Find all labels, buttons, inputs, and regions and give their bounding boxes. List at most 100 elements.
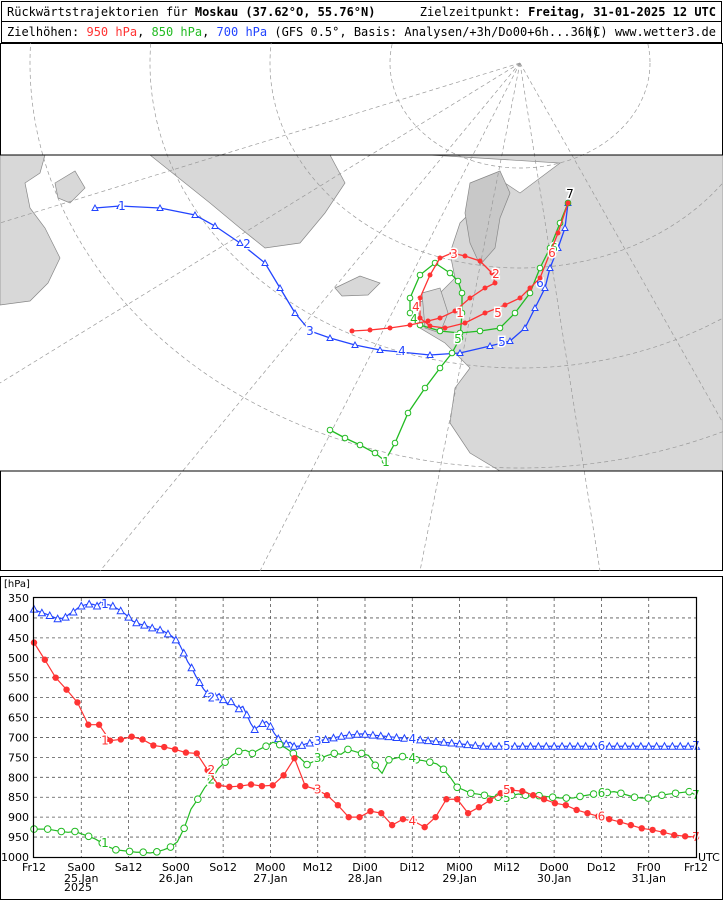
point-950 xyxy=(584,809,591,817)
map-point-700 xyxy=(291,308,299,316)
point-850 xyxy=(275,740,284,749)
x-date-label: 31.Jan xyxy=(631,872,665,885)
x-tick-label: Sa12 xyxy=(115,861,143,874)
point-850 xyxy=(562,794,571,802)
map-point-700 xyxy=(506,336,514,344)
series-day-label: 5 xyxy=(503,783,511,797)
map-point-850 xyxy=(404,409,412,417)
map-point-700 xyxy=(486,341,494,349)
point-700 xyxy=(108,601,118,610)
point-850 xyxy=(316,754,325,762)
point-700 xyxy=(431,736,441,745)
point-950 xyxy=(595,813,602,820)
map-point-850 xyxy=(448,349,456,357)
point-950 xyxy=(530,792,537,799)
point-700 xyxy=(534,741,543,750)
land-island-west xyxy=(54,170,86,204)
map-day-label: 4 xyxy=(410,312,418,326)
point-700 xyxy=(407,734,417,743)
point-700 xyxy=(234,704,244,713)
point-850 xyxy=(153,848,161,856)
series-day-label: 3 xyxy=(314,734,322,748)
series-day-label: 6 xyxy=(598,809,606,823)
map-point-950 xyxy=(555,230,561,236)
point-850 xyxy=(262,742,270,751)
x-date-label: 28.Jan xyxy=(348,872,382,885)
map-day-label: 5 xyxy=(454,332,462,346)
levels-info: Zielhöhen: 950 hPa, 850 hPa, 700 hPa (GF… xyxy=(7,25,600,39)
map-point-850 xyxy=(476,327,484,335)
point-700 xyxy=(92,601,102,610)
map-point-950 xyxy=(467,295,473,301)
point-700 xyxy=(281,739,291,748)
map-point-850 xyxy=(326,426,334,434)
x-date-label: 26.Jan xyxy=(159,872,193,885)
point-950 xyxy=(139,736,146,743)
map-point-950 xyxy=(462,320,468,326)
point-850 xyxy=(453,783,461,792)
point-950 xyxy=(616,818,624,826)
point-700 xyxy=(203,689,212,698)
point-950 xyxy=(63,686,70,693)
point-850 xyxy=(617,789,625,798)
map-point-950 xyxy=(482,310,488,316)
map-point-700 xyxy=(91,203,99,211)
point-700 xyxy=(573,741,583,750)
series-day-label: 2 xyxy=(208,763,216,777)
map-day-label: 7 xyxy=(566,187,574,201)
map-point-950 xyxy=(492,280,498,286)
point-950 xyxy=(182,749,190,756)
point-700 xyxy=(139,620,149,629)
point-950 xyxy=(388,821,396,829)
map-point-950 xyxy=(452,308,458,314)
x-tick-label: Mi12 xyxy=(494,861,521,874)
series-day-label: 1 xyxy=(101,734,109,748)
map-point-950 xyxy=(547,250,553,256)
point-850 xyxy=(98,839,107,847)
point-700 xyxy=(69,607,78,616)
point-700 xyxy=(210,692,220,701)
point-850 xyxy=(589,790,598,798)
map-trajectory-850: 1 4 5 6 7 xyxy=(326,186,575,471)
x-tick-label: Mi00 xyxy=(446,861,473,874)
map-point-700 xyxy=(396,347,404,355)
point-950 xyxy=(193,750,200,757)
point-950 xyxy=(443,796,450,803)
point-700 xyxy=(116,606,126,615)
point-950 xyxy=(41,656,49,663)
point-700 xyxy=(415,735,425,744)
map-point-950 xyxy=(427,272,433,278)
map-day-label: 3 xyxy=(450,247,458,261)
point-850 xyxy=(371,761,380,770)
x-tick-label: So00 xyxy=(162,861,190,874)
point-700 xyxy=(360,729,370,738)
point-850 xyxy=(139,848,147,857)
point-700 xyxy=(76,601,86,610)
map-day-label: 7 xyxy=(566,187,574,201)
point-950 xyxy=(117,736,125,743)
point-850 xyxy=(480,791,489,800)
point-850 xyxy=(398,752,407,761)
land-scandinavia xyxy=(464,170,511,266)
x-tick-label: Do12 xyxy=(587,861,616,874)
series-day-label: 2 xyxy=(208,773,216,787)
x-unit-label: UTC xyxy=(698,851,720,864)
series-day-label: 5 xyxy=(503,739,511,753)
point-700 xyxy=(660,741,669,750)
point-950 xyxy=(128,733,135,740)
x-tick-label: So12 xyxy=(209,861,237,874)
point-700 xyxy=(329,733,338,742)
series-day-label: 2 xyxy=(208,691,216,705)
point-700 xyxy=(368,730,378,739)
point-700 xyxy=(400,733,409,742)
map-point-850 xyxy=(416,271,424,279)
map-point-850 xyxy=(436,327,444,335)
point-950 xyxy=(486,797,494,804)
land-greenland xyxy=(149,154,346,249)
y-axis-label: [hPa] xyxy=(4,579,30,590)
y-tick-label: 550 xyxy=(8,672,29,685)
map-point-850 xyxy=(421,384,429,392)
graticule xyxy=(0,43,723,571)
x-tick-label: Mo00 xyxy=(255,861,285,874)
